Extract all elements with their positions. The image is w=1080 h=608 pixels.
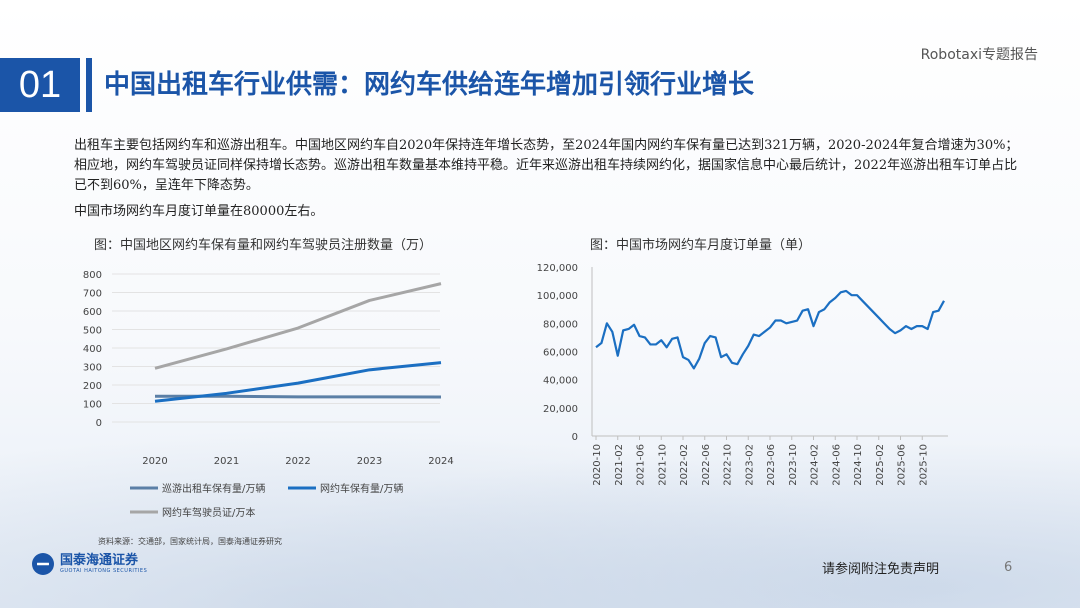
- chart1-y-tick-label: 800: [83, 270, 102, 281]
- chart2-x-tick-label: 2022-06: [701, 444, 712, 486]
- chart2-y-tick-label: 100,000: [537, 291, 578, 302]
- chart2-line-chart: 0 20,000 40,000 60,000 80,000 100,000 120,000 2…: [537, 263, 948, 486]
- logo-name-en: GUOTAI HAITONG SECURITIES: [60, 568, 148, 574]
- chart2-y-tick-label: 120,000: [537, 263, 578, 274]
- chart2-x-tick-label: 2020-10: [592, 444, 603, 486]
- chart2-y-tick-label: 60,000: [543, 348, 578, 359]
- chart1-title: 图：中国地区网约车保有量和网约车驾驶员注册数量（万）: [94, 238, 433, 253]
- chart1-legend-label: 巡游出租车保有量/万辆: [162, 482, 265, 495]
- chart1-y-tick-label: 700: [83, 289, 102, 300]
- chart1-x-tick-label: 2023: [357, 456, 382, 467]
- chart2-series-line: [595, 289, 945, 370]
- chart1-y-tick-label: 500: [83, 326, 102, 337]
- chart2-y-tick-label: 80,000: [543, 319, 578, 330]
- chart1-y-tick-label: 100: [83, 400, 102, 411]
- report-tag: Robotaxi专题报告: [920, 47, 1038, 63]
- company-logo: 国泰海通证券 GUOTAI HAITONG SECURITIES: [32, 553, 147, 575]
- chart2-x-tick-label: 2023-10: [788, 444, 799, 486]
- chart1-legend-label: 网约车驾驶员证/万本: [162, 506, 255, 519]
- body-text: 出租车主要包括网约车和巡游出租车。中国地区网约车自2020年保持连年增长态势，至…: [74, 136, 1020, 228]
- chart2-x-tick-label: 2023-02: [744, 444, 755, 486]
- chart2-y-tick-label: 0: [572, 432, 578, 443]
- paragraph-2: 中国市场网约车月度订单量在80000左右。: [74, 204, 324, 219]
- chart1-x-tick-label: 2020: [142, 456, 167, 467]
- chart2-x-tick-label: 2025-06: [897, 444, 908, 486]
- paragraph-1: 出租车主要包括网约车和巡游出租车。中国地区网约车自2020年保持连年增长态势，至…: [74, 138, 1019, 193]
- logo-icon: [32, 553, 54, 575]
- disclaimer-text: 请参阅附注免责声明: [822, 562, 940, 577]
- chart1-y-tick-label: 0: [96, 418, 102, 429]
- chart2-y-tick-label: 40,000: [543, 376, 578, 387]
- chart2-x-tick-label: 2021-06: [636, 444, 647, 486]
- chart2-x-tick-label: 2022-10: [723, 444, 734, 486]
- chart2-x-tick-label: 2021-10: [657, 444, 668, 486]
- page-title: 中国出租车行业供需：网约车供给连年增加引领行业增长: [104, 70, 755, 100]
- chart2-x-tick-label: 2021-02: [614, 444, 625, 486]
- chart1-x-tick-label: 2024: [428, 456, 453, 467]
- chart1-series-line-2: [154, 361, 442, 403]
- chart1-x-tick-label: 2022: [285, 456, 310, 467]
- page-number: 6: [1004, 560, 1013, 575]
- chart2-x-tick-label: 2025-10: [918, 444, 929, 486]
- chart1-series-line-3: [154, 282, 442, 370]
- chart1-y-tick-label: 200: [83, 381, 102, 392]
- chart1-x-tick-label: 2021: [214, 456, 239, 467]
- chart2-x-tick-label: 2024-10: [853, 444, 864, 486]
- chart2-x-tick-label: 2023-06: [766, 444, 777, 486]
- title-accent-bar: [86, 58, 92, 112]
- chart1-y-tick-label: 300: [83, 363, 102, 374]
- chart2-y-tick-label: 20,000: [543, 404, 578, 415]
- source-note: 资料来源：交通部，国家统计局，国泰海通证券研究: [98, 537, 282, 546]
- chart2-x-tick-label: 2024-06: [831, 444, 842, 486]
- chart1-y-tick-label: 400: [83, 344, 102, 355]
- chart1-line-chart: 0 100 200 300 400 500 600 700 800 2020 2021 2022 202…: [83, 270, 454, 519]
- chart2-x-tick-label: 2025-02: [875, 444, 886, 486]
- chart1-legend-label: 网约车保有量/万辆: [320, 482, 403, 495]
- chart1-y-tick-label: 600: [83, 307, 102, 318]
- section-number-badge: 01: [0, 58, 80, 112]
- logo-name-cn: 国泰海通证券: [60, 553, 139, 568]
- chart2-x-tick-label: 2024-02: [810, 444, 821, 486]
- chart2-title: 图：中国市场网约车月度订单量（单）: [590, 238, 812, 253]
- chart2-x-tick-label: 2022-02: [679, 444, 690, 486]
